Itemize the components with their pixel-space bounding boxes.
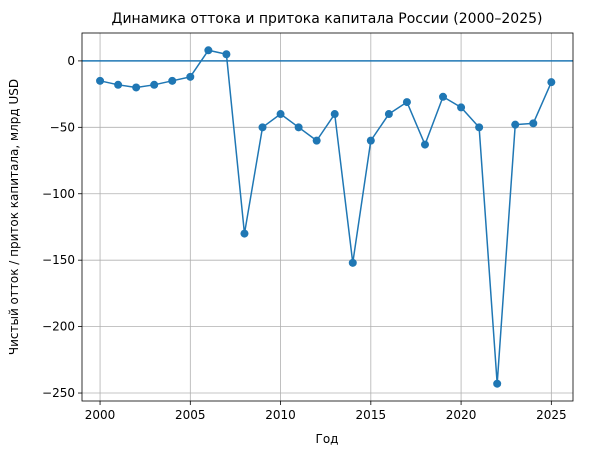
data-point [384, 110, 393, 119]
data-point [475, 123, 484, 132]
y-tick-label: −50 [50, 120, 75, 134]
series-line [99, 49, 553, 385]
x-tick-label: 2020 [446, 408, 477, 422]
plot-area-frame [81, 32, 574, 402]
data-point [96, 76, 105, 85]
y-tick-label: −200 [42, 320, 75, 334]
data-point [402, 98, 411, 107]
data-point [240, 229, 249, 238]
x-axis-ticks: 2000 2005 2010 2015 2020 2025 [85, 401, 567, 422]
data-point [348, 258, 357, 267]
data-point [330, 110, 339, 119]
data-point [276, 110, 285, 119]
data-point [186, 72, 195, 81]
data-point [132, 83, 141, 92]
x-tick-label: 2005 [175, 408, 206, 422]
x-tick-label: 2015 [356, 408, 387, 422]
data-point [511, 120, 520, 129]
data-point [114, 80, 123, 89]
y-tick-label: −100 [42, 187, 75, 201]
data-point [258, 123, 267, 132]
data-point [439, 92, 448, 101]
data-point [529, 119, 538, 128]
data-point [150, 80, 159, 89]
data-point [294, 123, 303, 132]
series-layer [96, 46, 556, 388]
x-tick-label: 2010 [265, 408, 296, 422]
data-point [222, 50, 231, 59]
data-point [366, 136, 375, 145]
data-point [547, 78, 556, 87]
data-point [168, 76, 177, 85]
y-axis-label: Чистый отток / приток капитала, млрд USD [7, 79, 21, 355]
chart-title: Динамика оттока и притока капитала Росси… [112, 11, 543, 27]
data-point [493, 379, 502, 388]
data-point [312, 136, 321, 145]
x-tick-label: 2025 [536, 408, 567, 422]
x-axis-label: Год [316, 432, 339, 446]
data-point [420, 140, 429, 149]
data-point [204, 46, 213, 55]
y-tick-label: −150 [42, 253, 75, 267]
y-tick-label: −250 [42, 386, 75, 400]
y-tick-label: 0 [67, 54, 75, 68]
x-tick-label: 2000 [85, 408, 116, 422]
data-point [457, 103, 466, 112]
y-axis-ticks: 0 −50 −100 −150 −200 −250 [42, 54, 82, 400]
